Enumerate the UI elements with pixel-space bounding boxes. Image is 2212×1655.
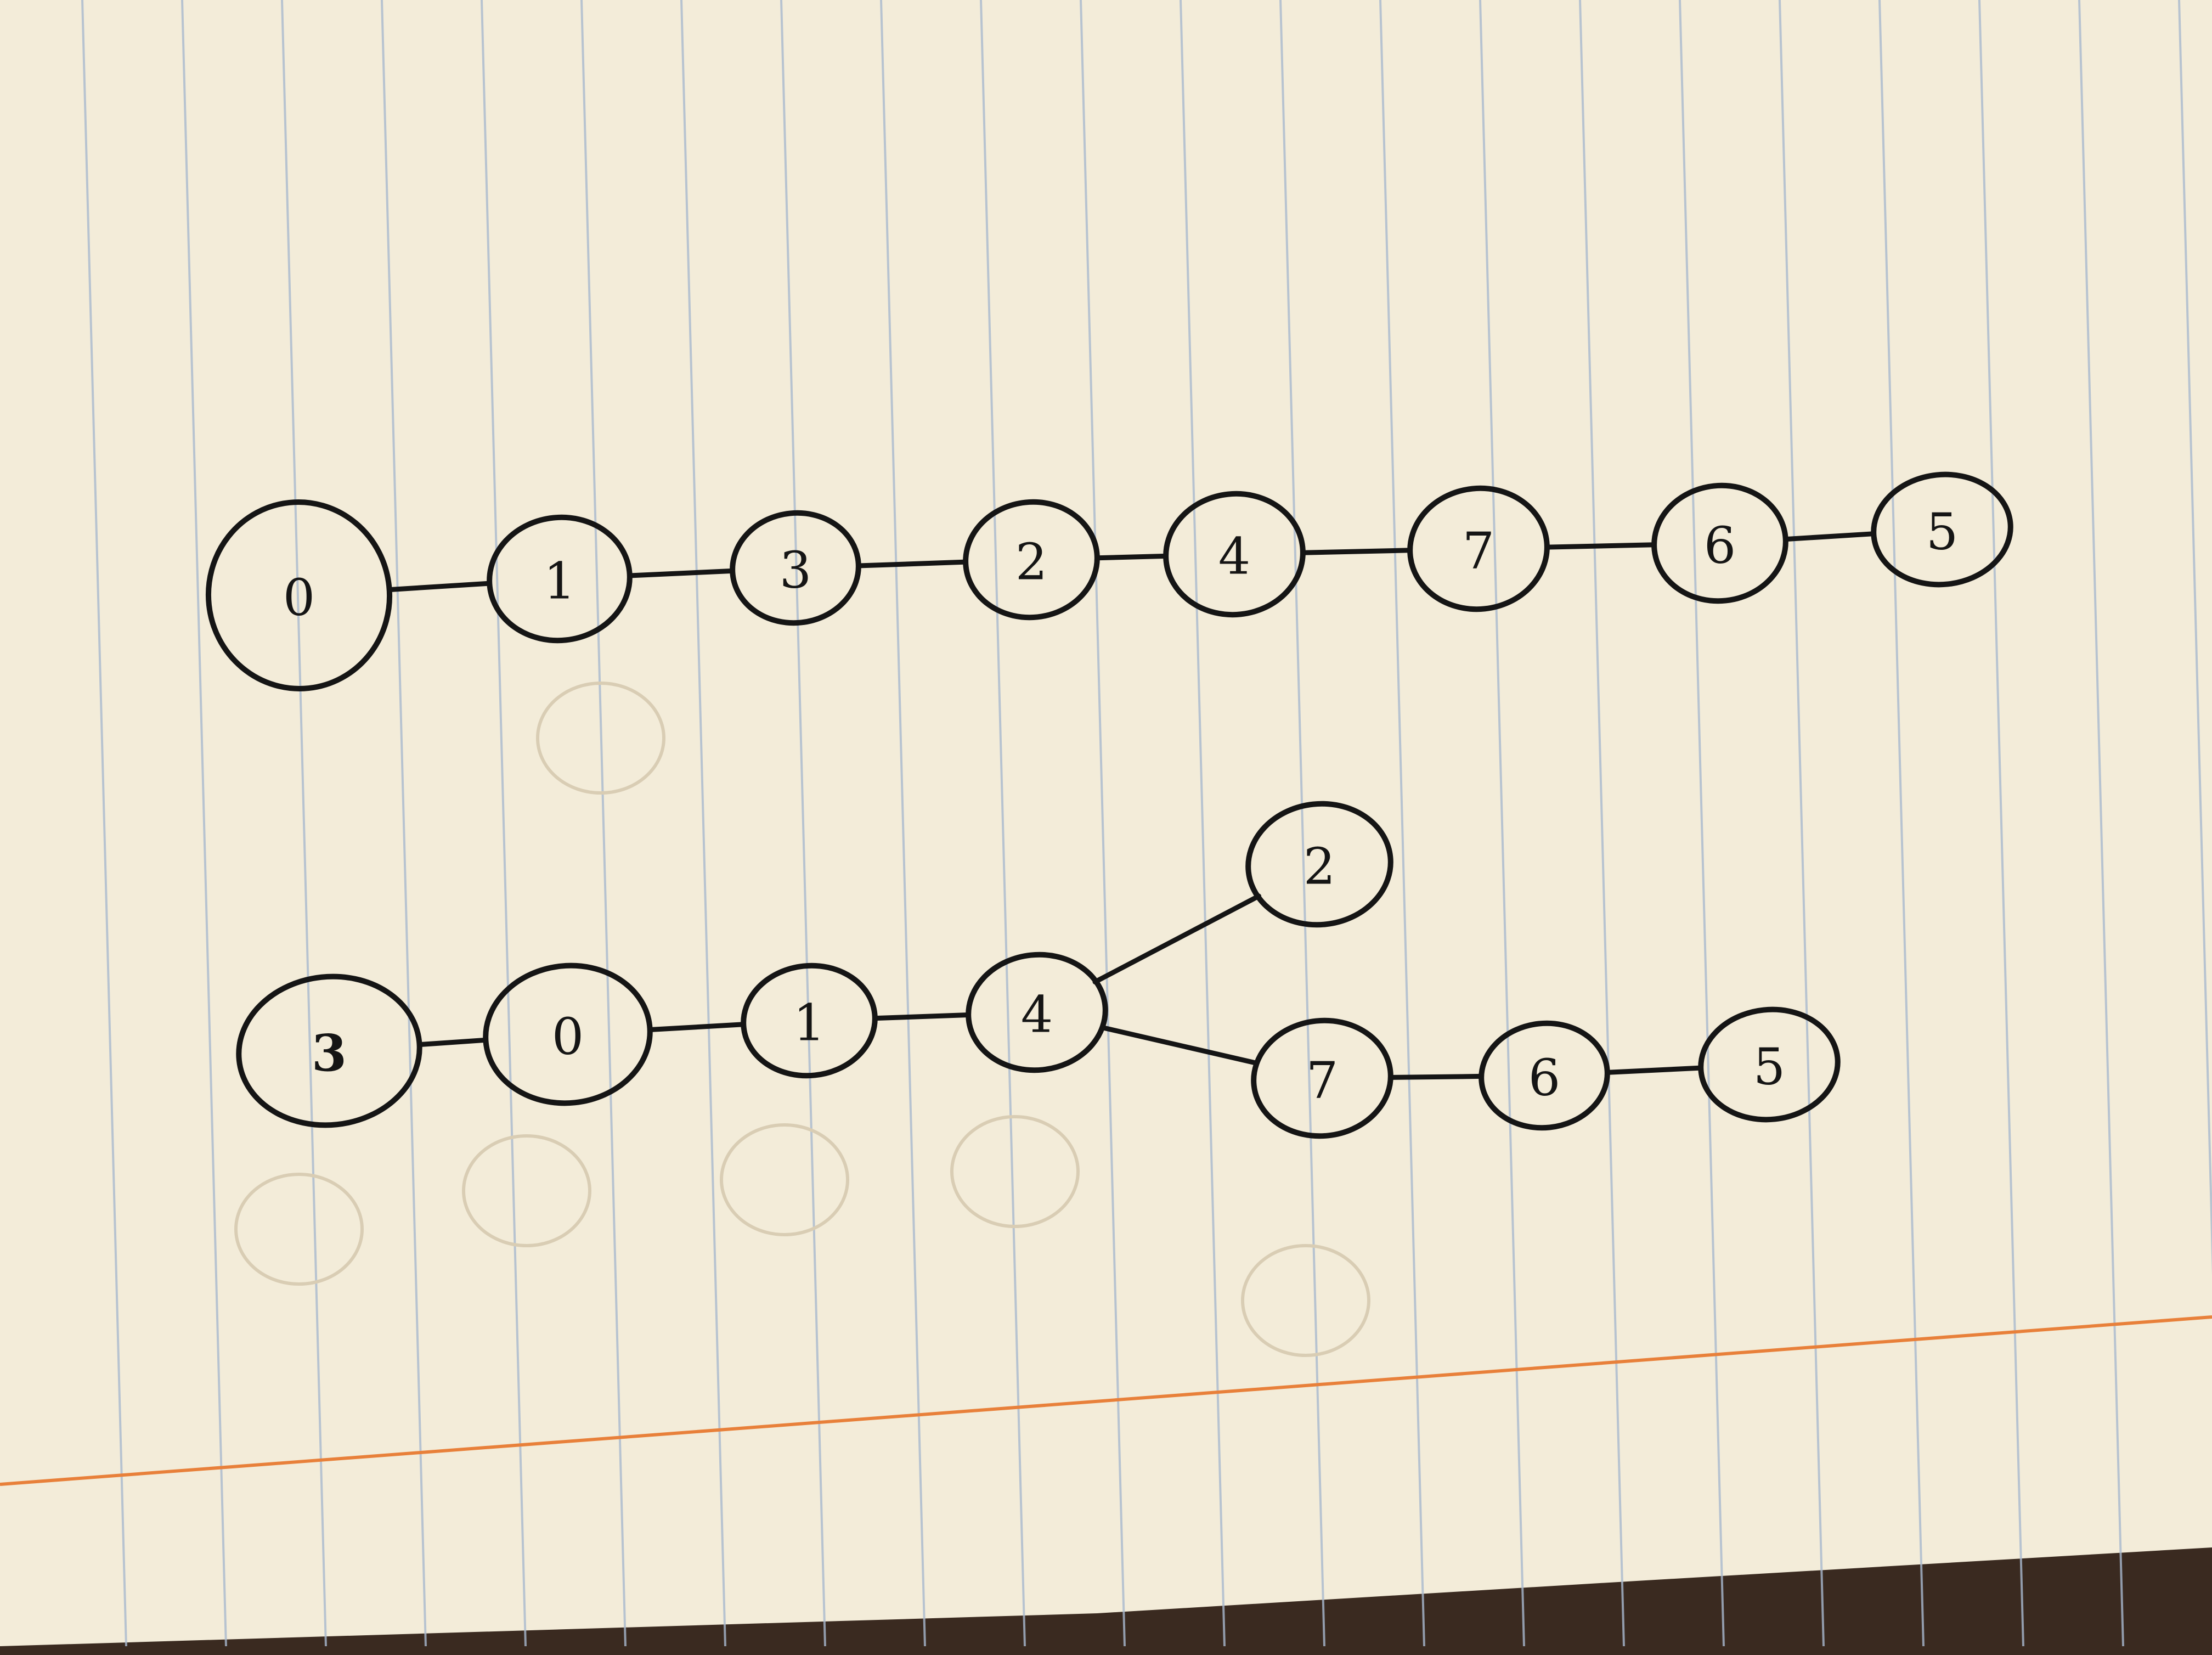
node-circle: [963, 499, 1100, 621]
edge-b7-b6: [1388, 1073, 1484, 1080]
node-circle: [1163, 491, 1306, 618]
margin-line: [0, 1315, 2212, 1486]
ruling-line: [1679, 0, 1725, 1647]
edge-a3-a2: [856, 559, 968, 568]
edge-a0-a1: [387, 581, 492, 593]
ruling-line: [281, 0, 327, 1647]
node-b1: 1: [741, 962, 878, 1079]
node-b6: 6: [1479, 1020, 1610, 1131]
node-label: 2: [1015, 533, 1048, 592]
node-label: 4: [1218, 527, 1251, 586]
edge-b0-b1: [647, 1022, 746, 1032]
ruling-line: [1779, 0, 1825, 1647]
node-circle: [1698, 1006, 1841, 1123]
node-circle: [1251, 1017, 1393, 1139]
node-circle: [966, 952, 1108, 1073]
ruling-line: [580, 0, 627, 1647]
ruling-line: [181, 0, 227, 1647]
graph-edges: [387, 531, 1876, 1080]
node-label: 0: [283, 568, 315, 627]
node-circle: [730, 510, 861, 626]
ruling-line: [1080, 0, 1126, 1647]
node-label: 5: [1926, 503, 1959, 561]
node-circle: [487, 514, 633, 644]
node-label: 1: [544, 552, 576, 611]
node-a3: 3: [730, 510, 861, 626]
show-through-circle: [950, 1115, 1080, 1228]
ruling-line: [1479, 0, 1525, 1647]
show-through-circle: [462, 1134, 591, 1247]
edge-a2-a4: [1094, 553, 1169, 561]
node-a7: 7: [1407, 485, 1550, 612]
edge-b1-b4: [872, 1012, 971, 1021]
edge-b3-b0: [416, 1037, 489, 1048]
node-circle: [1651, 482, 1788, 604]
node-label: 2: [1304, 837, 1336, 896]
node-circle: [1245, 801, 1393, 928]
node-a1: 1: [487, 514, 633, 644]
edge-b4-b2: [1092, 893, 1261, 984]
node-a0: 0: [205, 499, 393, 691]
ruling-line: [1279, 0, 1325, 1647]
node-label: 4: [1021, 986, 1053, 1044]
node-b4: 4: [966, 952, 1108, 1073]
show-through-circle: [536, 682, 665, 795]
node-label: 1: [793, 994, 826, 1052]
node-circle: [1407, 485, 1550, 612]
node-label: 7: [1306, 1051, 1339, 1110]
node-label: 6: [1704, 516, 1736, 575]
ruling-line: [1180, 0, 1226, 1647]
ruling-line: [2078, 0, 2124, 1647]
node-label: 5: [1753, 1038, 1786, 1096]
node-circle: [205, 499, 393, 691]
node-a6: 6: [1651, 482, 1788, 604]
graph-nodes: 0 1 3 2 4 7 6 5 3 0 1 4 2 7 6 5: [205, 471, 2013, 1139]
node-label: 6: [1528, 1049, 1561, 1107]
edge-a4-a7: [1300, 548, 1413, 555]
node-circle: [236, 973, 422, 1128]
edge-a6-a5: [1783, 531, 1876, 542]
ruling-line: [1978, 0, 2024, 1647]
node-label: 7: [1463, 522, 1495, 581]
ruling-line: [980, 0, 1026, 1647]
edge-a1-a3: [627, 568, 735, 578]
ruling-line: [2178, 0, 2212, 1276]
ruling-line: [680, 0, 726, 1647]
node-a2: 2: [963, 499, 1100, 621]
node-label: 3: [780, 541, 812, 600]
edge-b4-b7: [1101, 1025, 1259, 1066]
edge-b6-b5: [1605, 1065, 1703, 1075]
ruling-line: [1579, 0, 1625, 1647]
ruling-line: [1379, 0, 1425, 1647]
edge-a7-a6: [1544, 542, 1657, 550]
node-circle: [1871, 471, 2013, 588]
ruling-line: [481, 0, 527, 1647]
node-b3: 3: [236, 973, 422, 1128]
node-b0: 0: [483, 962, 653, 1106]
show-through-circle: [234, 1173, 364, 1286]
node-circle: [741, 962, 878, 1079]
node-label: 0: [552, 1007, 584, 1066]
ruling-line: [1878, 0, 1925, 1647]
ruling-line: [381, 0, 427, 1647]
node-b5: 5: [1698, 1006, 1841, 1123]
show-through-marks: [234, 682, 1370, 1357]
node-circle: [1479, 1020, 1610, 1131]
node-a5: 5: [1871, 471, 2013, 588]
ruling-line: [780, 0, 826, 1647]
node-b2: 2: [1245, 801, 1393, 928]
ruling-line: [81, 0, 127, 1647]
show-through-circle: [1241, 1244, 1370, 1357]
node-label: 3: [312, 1023, 347, 1083]
node-b7: 7: [1251, 1017, 1393, 1139]
show-through-circle: [720, 1123, 849, 1236]
node-circle: [483, 962, 653, 1106]
ruling-line: [880, 0, 926, 1647]
node-a4: 4: [1163, 491, 1306, 618]
